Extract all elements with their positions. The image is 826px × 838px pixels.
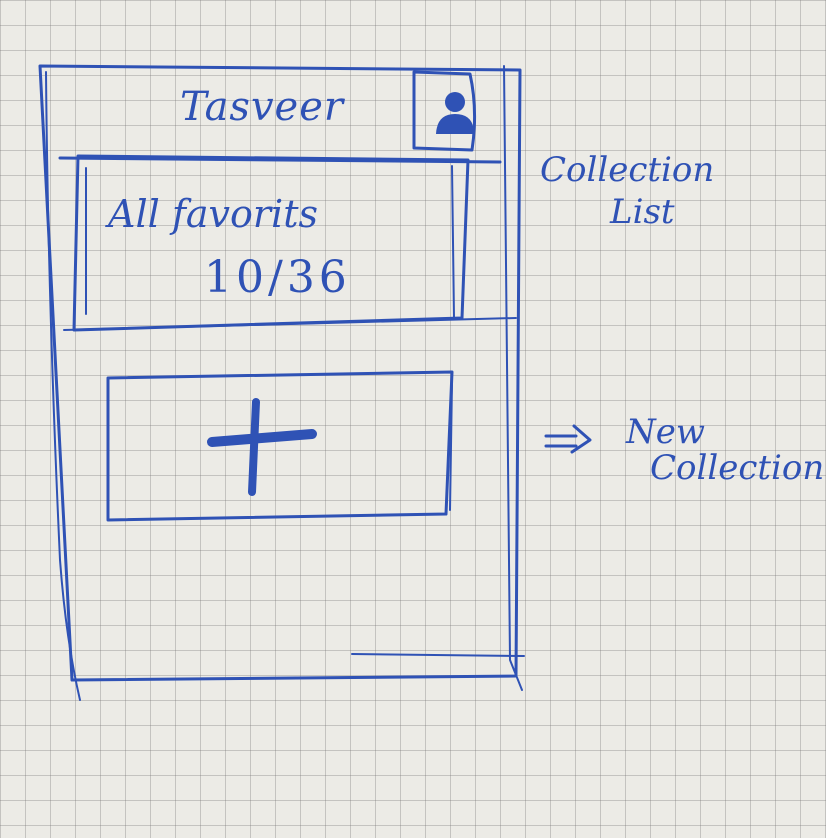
arrow	[544, 424, 592, 454]
header-divider	[58, 156, 502, 164]
collection-name: All favorits	[108, 192, 318, 236]
app-title: Tasveer	[180, 84, 345, 130]
plus-icon	[207, 398, 317, 496]
annotation-new-collection-line1: New	[626, 412, 705, 452]
annotation-new-collection-line2: Collection	[650, 448, 825, 488]
collection-card-frame	[72, 154, 470, 332]
annotation-collection-list-line2: List	[610, 192, 675, 232]
profile-button[interactable]	[414, 72, 474, 150]
collection-count: 10/36	[204, 252, 351, 303]
annotation-collection-list-line1: Collection	[540, 150, 715, 190]
new-collection-button[interactable]	[108, 374, 452, 518]
profile-box	[412, 70, 477, 152]
user-icon	[436, 92, 474, 134]
new-collection-frame	[106, 370, 454, 522]
